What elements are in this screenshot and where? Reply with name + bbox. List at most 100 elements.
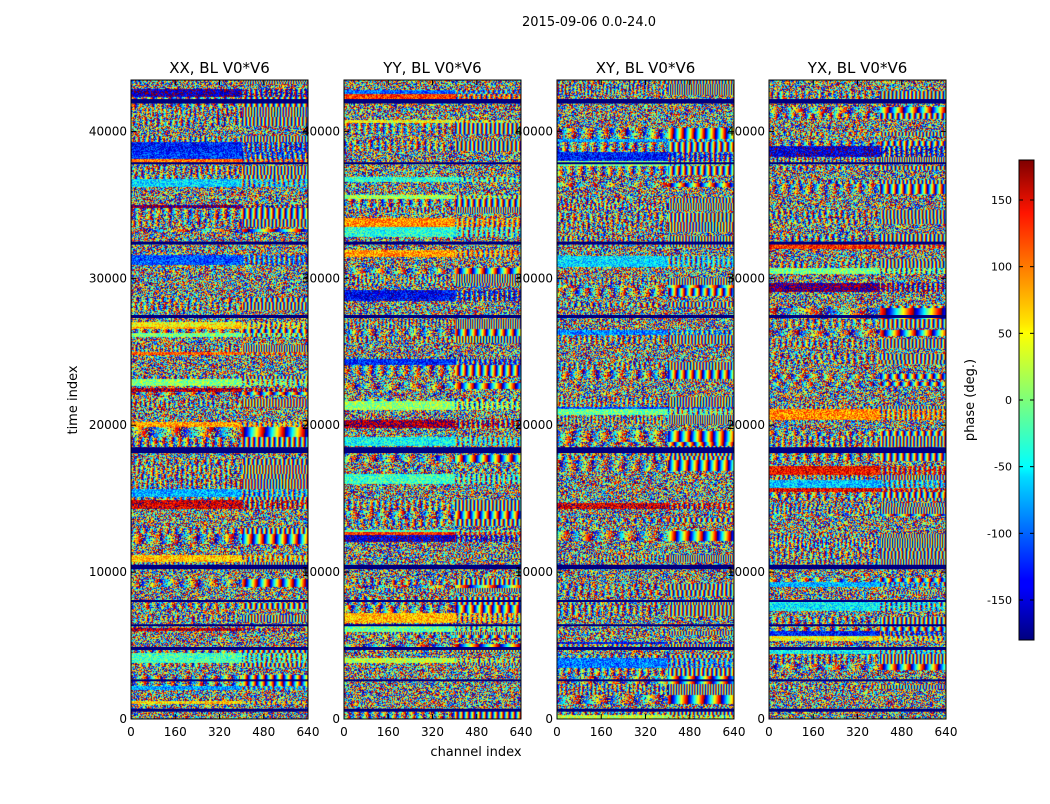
x-tick-label: 640 xyxy=(510,725,533,739)
flagged-band xyxy=(131,647,308,650)
y-tick-label: 30000 xyxy=(515,271,553,285)
flagged-band xyxy=(557,679,734,682)
flagged-band xyxy=(344,647,521,650)
flagged-band xyxy=(557,624,734,627)
flagged-band xyxy=(769,241,946,245)
y-tick-label: 10000 xyxy=(89,565,127,579)
flagged-band xyxy=(131,99,308,104)
y-tick-label: 0 xyxy=(757,712,765,726)
flagged-band xyxy=(131,624,308,627)
flagged-band xyxy=(557,315,734,318)
flagged-band xyxy=(769,624,946,627)
x-tick-label: 480 xyxy=(890,725,913,739)
flagged-band xyxy=(344,162,521,165)
flagged-band xyxy=(131,315,308,318)
y-tick-label: 10000 xyxy=(515,565,553,579)
x-tick-label: 160 xyxy=(377,725,400,739)
y-tick-label: 10000 xyxy=(302,565,340,579)
flagged-band xyxy=(769,315,946,318)
colorbar-tick-label: -100 xyxy=(987,527,1012,540)
y-tick-label: 20000 xyxy=(515,418,553,432)
x-tick-label: 320 xyxy=(846,725,869,739)
colorbar-tick-label: 50 xyxy=(998,327,1012,340)
x-tick-label: 160 xyxy=(802,725,825,739)
x-tick-label: 0 xyxy=(127,725,135,739)
y-tick-label: 30000 xyxy=(89,271,127,285)
figure-suptitle: 2015-09-06 0.0-24.0 xyxy=(522,15,656,30)
x-tick-label: 0 xyxy=(765,725,773,739)
flagged-band xyxy=(769,600,946,603)
flagged-band xyxy=(131,162,308,165)
flagged-band xyxy=(131,241,308,245)
flagged-band xyxy=(344,679,521,682)
flagged-band xyxy=(769,99,946,104)
heatmap-image xyxy=(344,80,521,719)
flagged-band xyxy=(557,99,734,104)
heatmap-image xyxy=(131,80,308,719)
x-tick-label: 320 xyxy=(421,725,444,739)
y-tick-label: 0 xyxy=(119,712,127,726)
flagged-band xyxy=(769,647,946,650)
flagged-band xyxy=(769,679,946,682)
y-tick-label: 20000 xyxy=(727,418,765,432)
y-tick-label: 10000 xyxy=(727,565,765,579)
flagged-band xyxy=(557,647,734,650)
panel-title: XX, BL V0*V6 xyxy=(169,59,270,77)
panel-yy: YY, BL V0*V6 0 160 320 480 640 0 10000 20000 3000… xyxy=(302,59,533,739)
flagged-band xyxy=(344,708,521,712)
colorbar: -150 -100 -50 0 50 100 150 phase (deg.) xyxy=(963,159,1035,641)
x-tick-label: 160 xyxy=(590,725,613,739)
flagged-band xyxy=(557,564,734,570)
y-tick-label: 30000 xyxy=(302,271,340,285)
colorbar-tick-label: -150 xyxy=(987,594,1012,607)
y-axis-label: time index xyxy=(66,365,81,434)
panel-xx: XX, BL V0*V6 0 160 320 480 640 0 10000 20000 3000… xyxy=(89,59,320,739)
flagged-band xyxy=(131,600,308,603)
flagged-band xyxy=(557,241,734,245)
flagged-band xyxy=(131,447,308,454)
y-tick-label: 40000 xyxy=(89,124,127,138)
flagged-band xyxy=(769,708,946,712)
flagged-band xyxy=(344,99,521,104)
x-tick-label: 640 xyxy=(935,725,958,739)
flagged-band xyxy=(557,447,734,454)
y-tick-label: 40000 xyxy=(515,124,553,138)
panel-xy: XY, BL V0*V6 0 160 320 480 640 0 10000 20000 3000… xyxy=(515,59,746,739)
x-tick-label: 0 xyxy=(340,725,348,739)
x-tick-label: 480 xyxy=(252,725,275,739)
flagged-band xyxy=(769,447,946,454)
flagged-band xyxy=(344,624,521,627)
colorbar-tick-label: 0 xyxy=(1005,394,1012,407)
y-tick-label: 30000 xyxy=(727,271,765,285)
flagged-band xyxy=(769,564,946,570)
y-tick-label: 40000 xyxy=(302,124,340,138)
x-tick-label: 640 xyxy=(723,725,746,739)
panel-title: YY, BL V0*V6 xyxy=(382,59,481,77)
colorbar-tick-label: -50 xyxy=(994,461,1012,474)
x-tick-label: 480 xyxy=(465,725,488,739)
heatmap-image xyxy=(557,80,734,719)
panel-yx: YX, BL V0*V6 0 160 320 480 640 0 10000 20000 3000… xyxy=(727,59,958,739)
heatmap-image xyxy=(769,80,946,719)
flagged-band xyxy=(344,241,521,245)
x-tick-label: 0 xyxy=(553,725,561,739)
x-tick-label: 320 xyxy=(634,725,657,739)
flagged-band xyxy=(344,315,521,318)
flagged-band xyxy=(344,447,521,454)
x-axis-label: channel index xyxy=(430,745,521,760)
y-tick-label: 40000 xyxy=(727,124,765,138)
flagged-band xyxy=(769,162,946,165)
flagged-band xyxy=(557,162,734,165)
flagged-band xyxy=(344,600,521,603)
panel-title: YX, BL V0*V6 xyxy=(807,59,908,77)
panels: XX, BL V0*V6 0 160 320 480 640 0 10000 20000 3000… xyxy=(89,59,958,739)
y-tick-label: 0 xyxy=(332,712,340,726)
x-tick-label: 320 xyxy=(208,725,231,739)
flagged-band xyxy=(557,600,734,603)
flagged-band xyxy=(344,564,521,570)
x-tick-label: 480 xyxy=(678,725,701,739)
colorbar-tick-label: 100 xyxy=(991,261,1012,274)
colorbar-tick-label: 150 xyxy=(991,194,1012,207)
panel-title: XY, BL V0*V6 xyxy=(596,59,696,77)
